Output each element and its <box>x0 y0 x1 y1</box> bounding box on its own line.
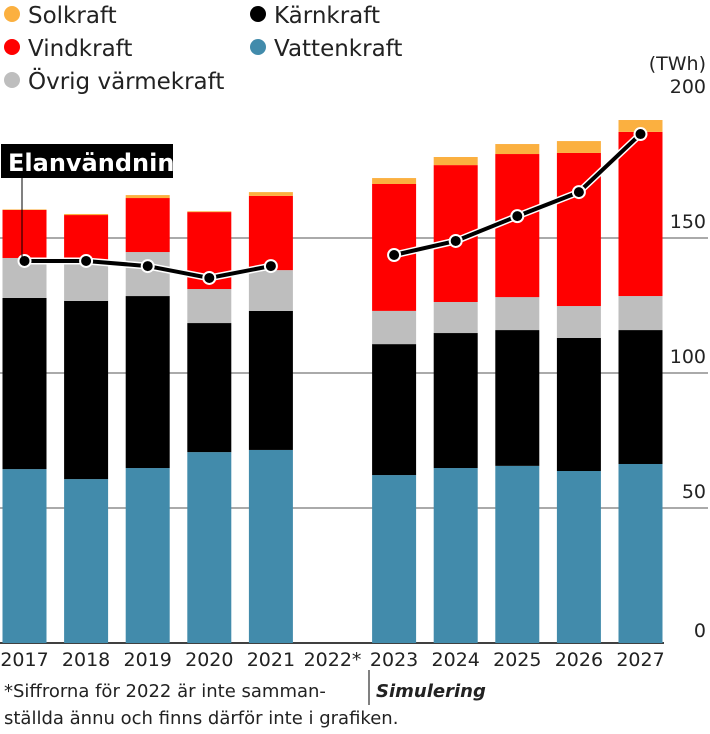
bar-segment-vindkraft <box>618 131 663 297</box>
bar-segment-vattenkraft <box>248 449 293 643</box>
bar-segment-vattenkraft <box>495 465 540 643</box>
bar-segment-krnkraft <box>125 296 170 469</box>
bar-segment-krnkraft <box>556 337 601 472</box>
legend-label: Övrig värmekraft <box>28 67 224 95</box>
bar-segment-vindkraft <box>64 215 109 261</box>
legend-label: Vindkraft <box>28 36 132 62</box>
legend-marker <box>250 6 266 22</box>
x-tick-label: 2018 <box>62 649 110 671</box>
bar-segment-vattenkraft <box>187 452 232 643</box>
bar-segment-vindkraft <box>125 198 170 253</box>
legend-label: Kärnkraft <box>274 3 380 29</box>
unit-label: (TWh) <box>649 53 706 75</box>
bar-segment-solkraft <box>618 120 663 132</box>
y-tick-label: 100 <box>670 346 706 368</box>
x-tick-label: 2017 <box>0 649 48 671</box>
bar-segment-solkraft <box>248 192 293 196</box>
legend-marker <box>4 6 20 22</box>
bar-segment-vattenkraft <box>618 463 663 643</box>
bar-segment-solkraft <box>64 213 109 216</box>
bar-segment-krnkraft <box>64 300 109 480</box>
bar-segment-vrigvrmekraft <box>372 310 417 345</box>
line-point <box>17 253 32 268</box>
bar-segment-solkraft <box>372 178 417 184</box>
line-label: Elanvändning <box>1 144 192 261</box>
line-point <box>202 270 217 285</box>
line-point <box>510 209 525 224</box>
x-tick-label: 2019 <box>124 649 172 671</box>
legend-marker <box>250 39 266 55</box>
bar-segment-vrigvrmekraft <box>433 301 478 334</box>
bar-segment-vindkraft <box>248 195 293 271</box>
bar-segment-vattenkraft <box>433 468 478 643</box>
y-tick-label: 200 <box>670 76 706 98</box>
y-tick-label: 50 <box>682 481 706 503</box>
x-tick-label: 2026 <box>555 649 603 671</box>
bar-segment-vattenkraft <box>2 469 47 643</box>
bar-segment-solkraft <box>495 144 540 155</box>
legend-marker <box>4 39 20 55</box>
bar-segment-krnkraft <box>187 323 232 453</box>
bar-segment-solkraft <box>2 209 47 210</box>
x-tick-label: 2025 <box>493 649 541 671</box>
bar-segment-vrigvrmekraft <box>495 297 540 331</box>
bar-segment-krnkraft <box>248 310 293 450</box>
x-tick-label: 2022* <box>304 649 362 671</box>
x-tick-label: 2027 <box>616 649 664 671</box>
bar-segment-vrigvrmekraft <box>618 296 663 331</box>
x-tick-label: 2024 <box>432 649 480 671</box>
bar-segment-vindkraft <box>372 184 417 311</box>
y-tick-label: 150 <box>670 211 706 233</box>
x-tick-label: 2021 <box>247 649 295 671</box>
bar-segment-krnkraft <box>2 297 47 470</box>
bar-segment-vattenkraft <box>64 479 109 643</box>
line-point <box>140 259 155 274</box>
legend-marker <box>4 72 20 88</box>
bar-segment-vrigvrmekraft <box>248 270 293 311</box>
x-tick-label: 2020 <box>185 649 233 671</box>
line-point <box>633 127 648 142</box>
legend-label: Solkraft <box>28 3 117 29</box>
bar-segment-krnkraft <box>618 330 663 464</box>
line-point <box>263 259 278 274</box>
bar-segment-vrigvrmekraft <box>187 289 232 324</box>
bar-segment-krnkraft <box>372 344 417 476</box>
bar-segment-solkraft <box>125 195 170 199</box>
bar-segment-vattenkraft <box>125 468 170 643</box>
footnote-line-2: ställda ännu och finns därför inte i gra… <box>4 708 398 729</box>
bar-segment-vrigvrmekraft <box>125 252 170 297</box>
line-point <box>448 233 463 248</box>
bar-segment-solkraft <box>187 211 232 213</box>
line-point <box>571 185 586 200</box>
simulation-label: Simulering <box>376 681 486 702</box>
line-label-text: Elanvändning <box>8 149 192 177</box>
bar-segment-solkraft <box>433 157 478 166</box>
bar-segment-vattenkraft <box>556 471 601 643</box>
legend-label: Vattenkraft <box>274 36 402 62</box>
line-point <box>79 253 94 268</box>
bar-segment-krnkraft <box>495 330 540 466</box>
bar-segment-vindkraft <box>2 209 47 258</box>
bar-segment-krnkraft <box>433 333 478 469</box>
bar-segment-vattenkraft <box>372 475 417 643</box>
y-tick-label: 0 <box>694 620 706 642</box>
line-point <box>387 248 402 263</box>
bar-segment-solkraft <box>556 141 601 153</box>
x-tick-label: 2023 <box>370 649 418 671</box>
bar-segment-vrigvrmekraft <box>556 306 601 338</box>
footnote-line-1: *Siffrorna för 2022 är inte samman- <box>4 681 326 702</box>
